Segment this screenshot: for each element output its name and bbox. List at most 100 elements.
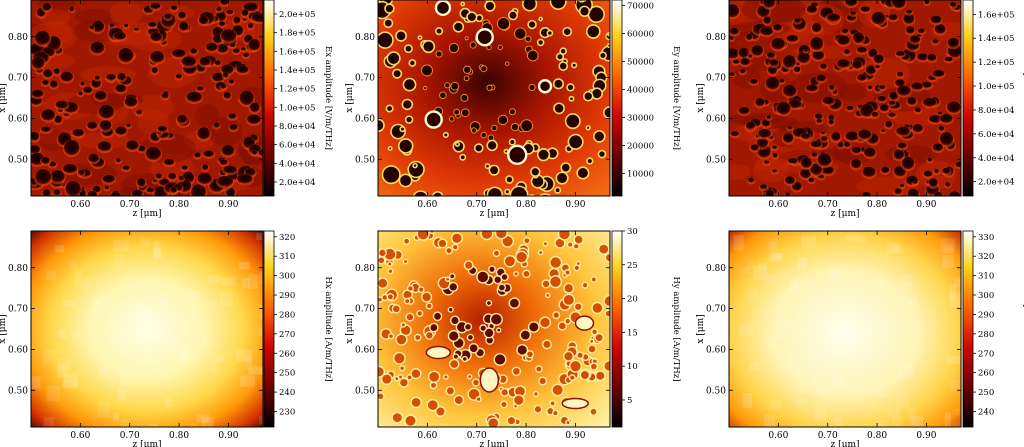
pit bbox=[148, 21, 157, 28]
colorbar-tick-label: 250 bbox=[978, 388, 994, 398]
texture-patch bbox=[256, 232, 263, 241]
colorbar bbox=[611, 230, 623, 428]
ring bbox=[475, 396, 482, 403]
pit bbox=[800, 157, 812, 168]
ring bbox=[461, 355, 468, 363]
pit bbox=[896, 126, 910, 136]
pit bbox=[924, 0, 930, 5]
pit bbox=[83, 86, 93, 94]
ring bbox=[448, 116, 455, 122]
x-tick-label: 0.90 bbox=[565, 431, 585, 441]
pit bbox=[772, 24, 783, 31]
pit bbox=[80, 81, 85, 86]
pit bbox=[113, 31, 127, 40]
ring bbox=[391, 411, 404, 424]
ring bbox=[598, 51, 607, 60]
texture-patch bbox=[949, 379, 960, 391]
texture-patch bbox=[810, 371, 822, 386]
pit bbox=[894, 188, 902, 195]
colorbar-tick-label: 320 bbox=[279, 233, 295, 243]
ring bbox=[552, 78, 565, 90]
texture-patch bbox=[221, 277, 236, 286]
ring bbox=[466, 11, 478, 23]
pit bbox=[942, 167, 951, 174]
texture-patch bbox=[870, 279, 884, 291]
pit bbox=[917, 53, 929, 61]
ring bbox=[538, 376, 548, 386]
pit bbox=[928, 178, 938, 187]
pit bbox=[109, 23, 115, 27]
texture-patch bbox=[789, 356, 801, 369]
ring bbox=[448, 42, 460, 54]
ring bbox=[447, 329, 460, 342]
y-tick-label: 0.50 bbox=[706, 155, 726, 165]
x-axis-label: z [μm] bbox=[132, 440, 161, 447]
pit bbox=[98, 104, 115, 119]
ring bbox=[576, 166, 590, 180]
ring bbox=[508, 108, 516, 116]
pit bbox=[41, 109, 56, 121]
pit bbox=[932, 143, 944, 152]
texture-patch bbox=[57, 364, 69, 378]
ring bbox=[549, 400, 556, 407]
x-tick-label: 0.90 bbox=[218, 431, 238, 441]
panel-ex: 0.60 0.70 0.80 0.90 z [μm] 0.50 0.60 0.70 0.80 x … bbox=[0, 0, 333, 219]
y-tick-label: 0.70 bbox=[706, 74, 726, 84]
pit bbox=[917, 28, 925, 34]
texture-patch bbox=[769, 252, 782, 262]
ring bbox=[402, 77, 417, 92]
ring bbox=[378, 118, 385, 133]
pit bbox=[934, 24, 946, 34]
pit bbox=[69, 6, 75, 12]
pit bbox=[229, 123, 238, 131]
colorbar-tick-label: 270 bbox=[978, 349, 994, 359]
x-tick-label: 0.70 bbox=[120, 431, 140, 441]
pit bbox=[814, 113, 823, 120]
pit bbox=[820, 131, 826, 135]
pit bbox=[242, 18, 247, 21]
ring bbox=[460, 108, 470, 118]
pit bbox=[198, 15, 209, 25]
pit bbox=[800, 133, 811, 139]
colorbar-tick-label: 30 bbox=[627, 227, 638, 237]
ring bbox=[484, 163, 491, 169]
ring bbox=[395, 333, 408, 346]
pit bbox=[87, 121, 98, 129]
ring bbox=[395, 29, 408, 42]
ring bbox=[439, 91, 447, 100]
ring bbox=[567, 133, 584, 150]
ring bbox=[526, 49, 539, 62]
ring bbox=[460, 93, 469, 102]
ring bbox=[559, 47, 567, 55]
pit bbox=[49, 161, 57, 167]
texture-patch bbox=[942, 254, 955, 268]
bright-ring bbox=[475, 28, 494, 47]
pit bbox=[236, 65, 249, 74]
texture-patch bbox=[886, 242, 900, 255]
ring bbox=[597, 243, 610, 255]
y-tick-label: 0.50 bbox=[706, 386, 726, 396]
pit bbox=[212, 72, 225, 82]
pit bbox=[196, 86, 204, 91]
texture-patch bbox=[63, 372, 79, 388]
pit bbox=[881, 166, 890, 173]
ring bbox=[412, 162, 418, 169]
pit bbox=[879, 104, 889, 112]
ring bbox=[500, 387, 510, 397]
ring bbox=[408, 59, 417, 67]
ring bbox=[585, 24, 601, 39]
ring bbox=[497, 283, 507, 292]
ring bbox=[480, 231, 494, 241]
colorbar-tick-label: 1.4e+05 bbox=[978, 34, 1015, 44]
pit bbox=[150, 51, 165, 63]
ring bbox=[463, 75, 470, 82]
pit bbox=[229, 42, 236, 48]
ring bbox=[519, 329, 532, 341]
pit bbox=[233, 16, 241, 24]
ring bbox=[493, 352, 507, 367]
ring bbox=[504, 188, 511, 195]
x-tick-label: 0.90 bbox=[916, 431, 936, 441]
texture-patch bbox=[766, 339, 777, 350]
pit bbox=[888, 100, 896, 105]
